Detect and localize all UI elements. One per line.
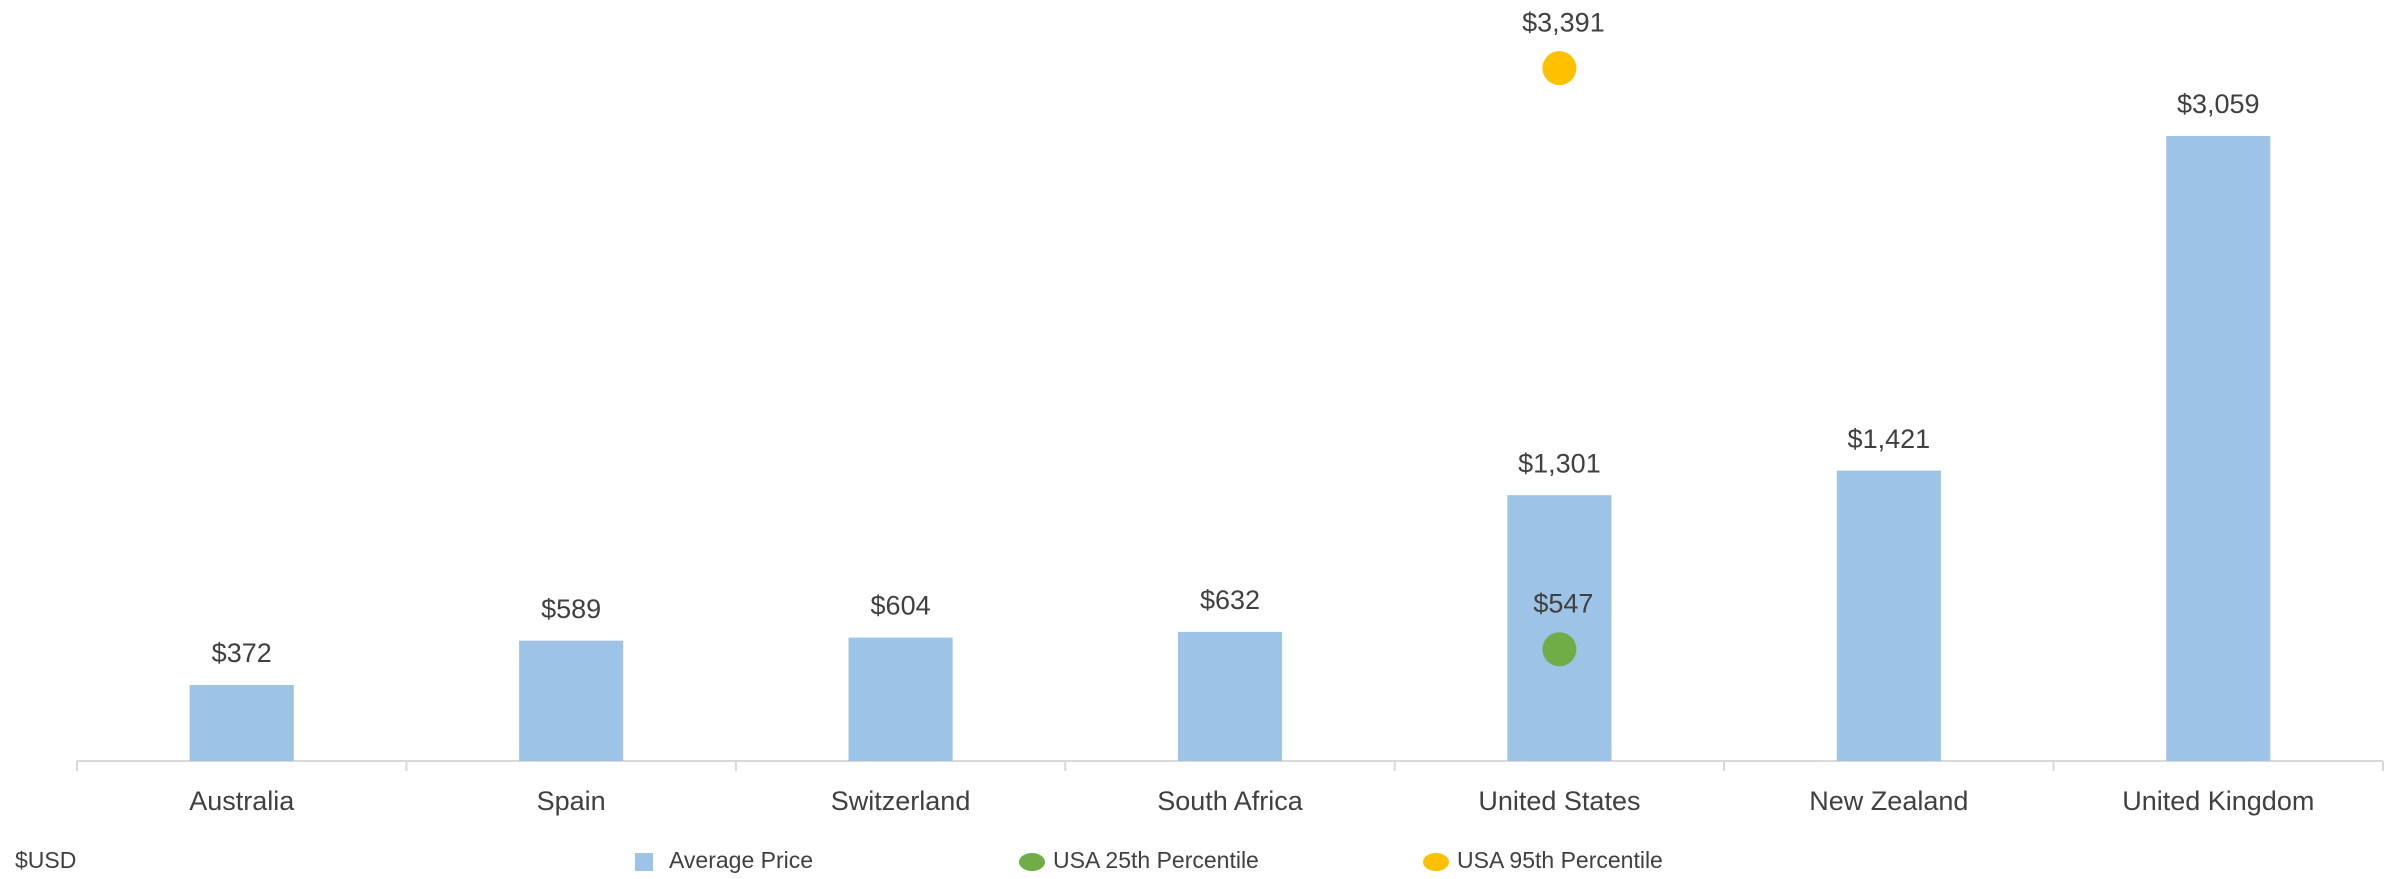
dot	[1542, 632, 1577, 667]
bar	[519, 640, 624, 761]
x-tick-label: United States	[1478, 786, 1640, 816]
legend-swatch	[1019, 853, 1045, 871]
x-tick-label: New Zealand	[1809, 786, 1968, 816]
data-label: $1,421	[1848, 424, 1931, 454]
bar	[1507, 495, 1612, 761]
data-label: $632	[1200, 585, 1260, 615]
legend-swatch	[1423, 853, 1449, 871]
legend-label: USA 25th Percentile	[1053, 847, 1259, 873]
unit-label: $USD	[15, 847, 76, 873]
legend-label: USA 95th Percentile	[1457, 847, 1663, 873]
bar	[1177, 631, 1283, 761]
data-label: $3,059	[2177, 89, 2260, 119]
x-tick-label: Australia	[189, 786, 295, 816]
x-tick-label: United Kingdom	[2122, 786, 2314, 816]
bar	[848, 637, 953, 761]
bar	[189, 684, 294, 761]
x-tick-label: South Africa	[1157, 786, 1304, 816]
bar	[2166, 135, 2271, 761]
data-label: $547	[1533, 588, 1593, 618]
data-label: $1,301	[1518, 448, 1601, 478]
bar	[1836, 470, 1941, 761]
dot	[1542, 51, 1577, 86]
legend-swatch	[635, 853, 653, 871]
legend-label: Average Price	[669, 847, 813, 873]
data-label: $589	[541, 594, 601, 624]
data-label: $372	[212, 638, 272, 668]
data-label: $3,391	[1522, 7, 1605, 37]
data-label: $604	[871, 591, 931, 621]
x-tick-label: Spain	[537, 786, 606, 816]
x-tick-label: Switzerland	[831, 786, 971, 816]
